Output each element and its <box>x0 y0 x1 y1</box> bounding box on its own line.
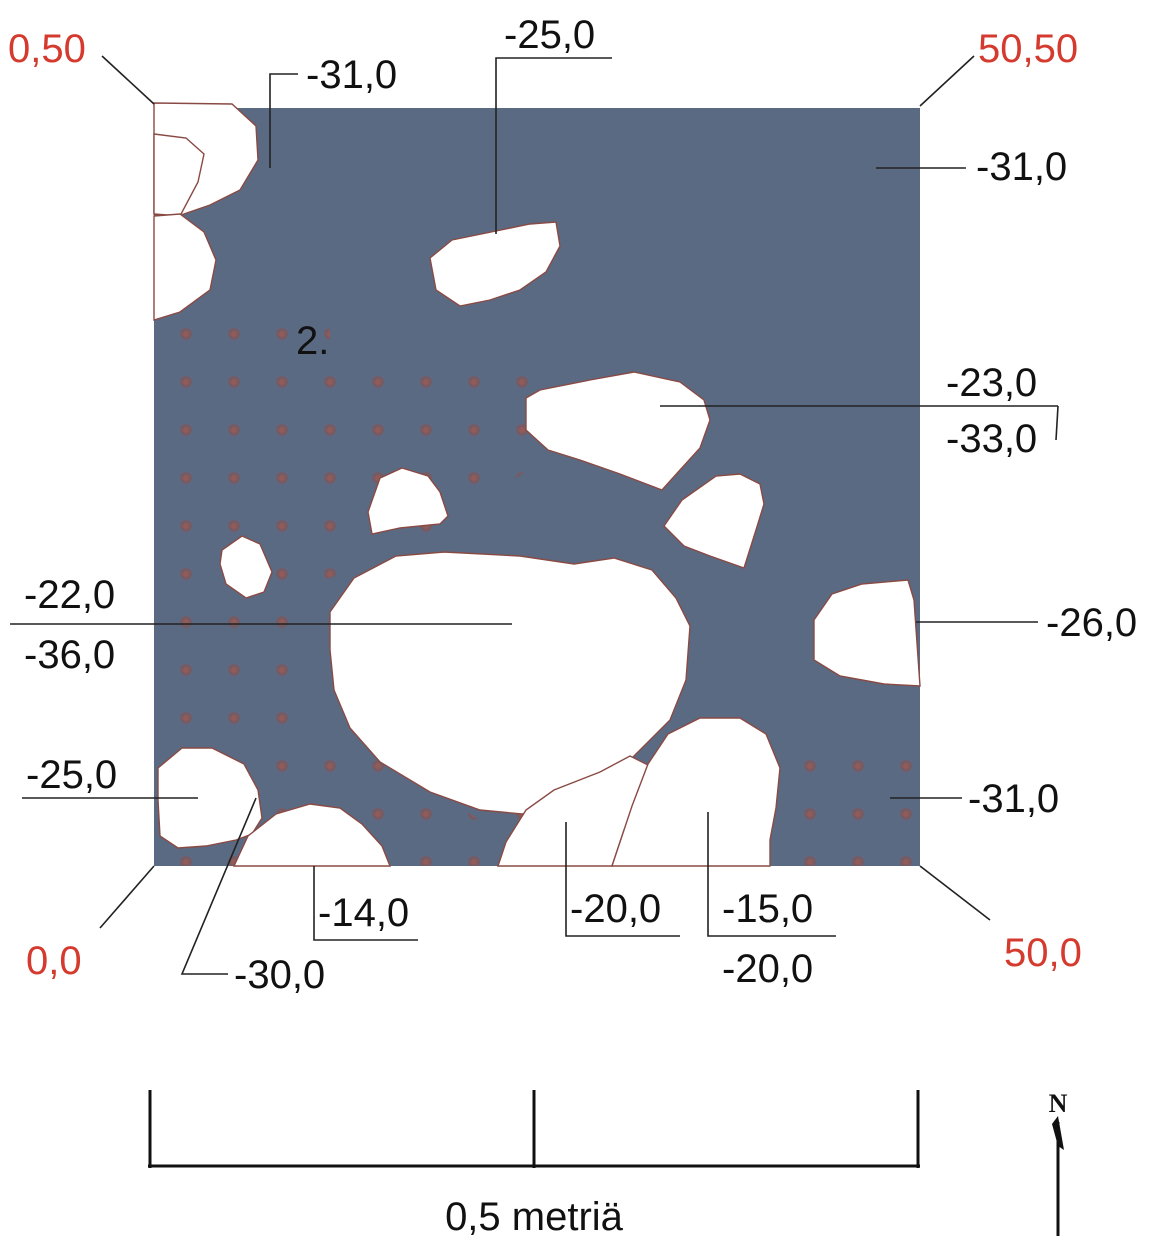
depth-label: -36,0 <box>24 633 115 677</box>
stone <box>525 371 711 491</box>
section-number: 2. <box>296 319 329 363</box>
stone <box>232 803 392 867</box>
stone <box>153 213 217 321</box>
corner-leaders <box>99 55 991 929</box>
north-label: N <box>1049 1089 1068 1118</box>
corner-label-bottom-right: 50,0 <box>1004 931 1082 975</box>
depth-label: -14,0 <box>318 891 409 935</box>
stones <box>153 102 921 867</box>
depth-label: -15,0 <box>722 887 813 931</box>
depth-label: -30,0 <box>234 953 325 997</box>
stone <box>153 133 205 217</box>
stone <box>429 221 561 307</box>
depth-label: -25,0 <box>504 13 595 57</box>
corner-labels: 0,50 50,50 0,0 50,0 <box>8 27 1082 983</box>
stone <box>813 579 921 687</box>
dotted-area <box>154 300 920 866</box>
depth-label: -23,0 <box>946 361 1037 405</box>
corner-label-top-left: 0,50 <box>8 27 86 71</box>
north-arrow: N <box>1049 1089 1068 1236</box>
stone <box>611 717 781 867</box>
depth-label: -31,0 <box>976 145 1067 189</box>
stone <box>329 551 691 815</box>
depth-label: -25,0 <box>26 753 117 797</box>
depth-label: -20,0 <box>722 947 813 991</box>
depth-label: -33,0 <box>946 417 1037 461</box>
scale-bar: 0,5 metriä <box>148 1090 920 1236</box>
depth-label: -31,0 <box>968 777 1059 821</box>
depth-leaders <box>10 57 1059 975</box>
stone <box>219 535 273 599</box>
corner-label-top-right: 50,50 <box>978 27 1078 71</box>
depth-label: -22,0 <box>24 573 115 617</box>
depth-labels: -31,0 -25,0 -31,0 -23,0 -33,0 -22,0 -36,… <box>24 13 1137 997</box>
north-arrow-icon <box>1052 1116 1064 1236</box>
stone <box>367 467 449 535</box>
corner-label-bottom-left: 0,0 <box>26 939 82 983</box>
scale-bar-label: 0,5 metriä <box>445 1195 624 1236</box>
stone <box>663 473 765 569</box>
depth-label: -26,0 <box>1046 601 1137 645</box>
depth-label: -20,0 <box>570 887 661 931</box>
depth-label: -31,0 <box>306 53 397 97</box>
